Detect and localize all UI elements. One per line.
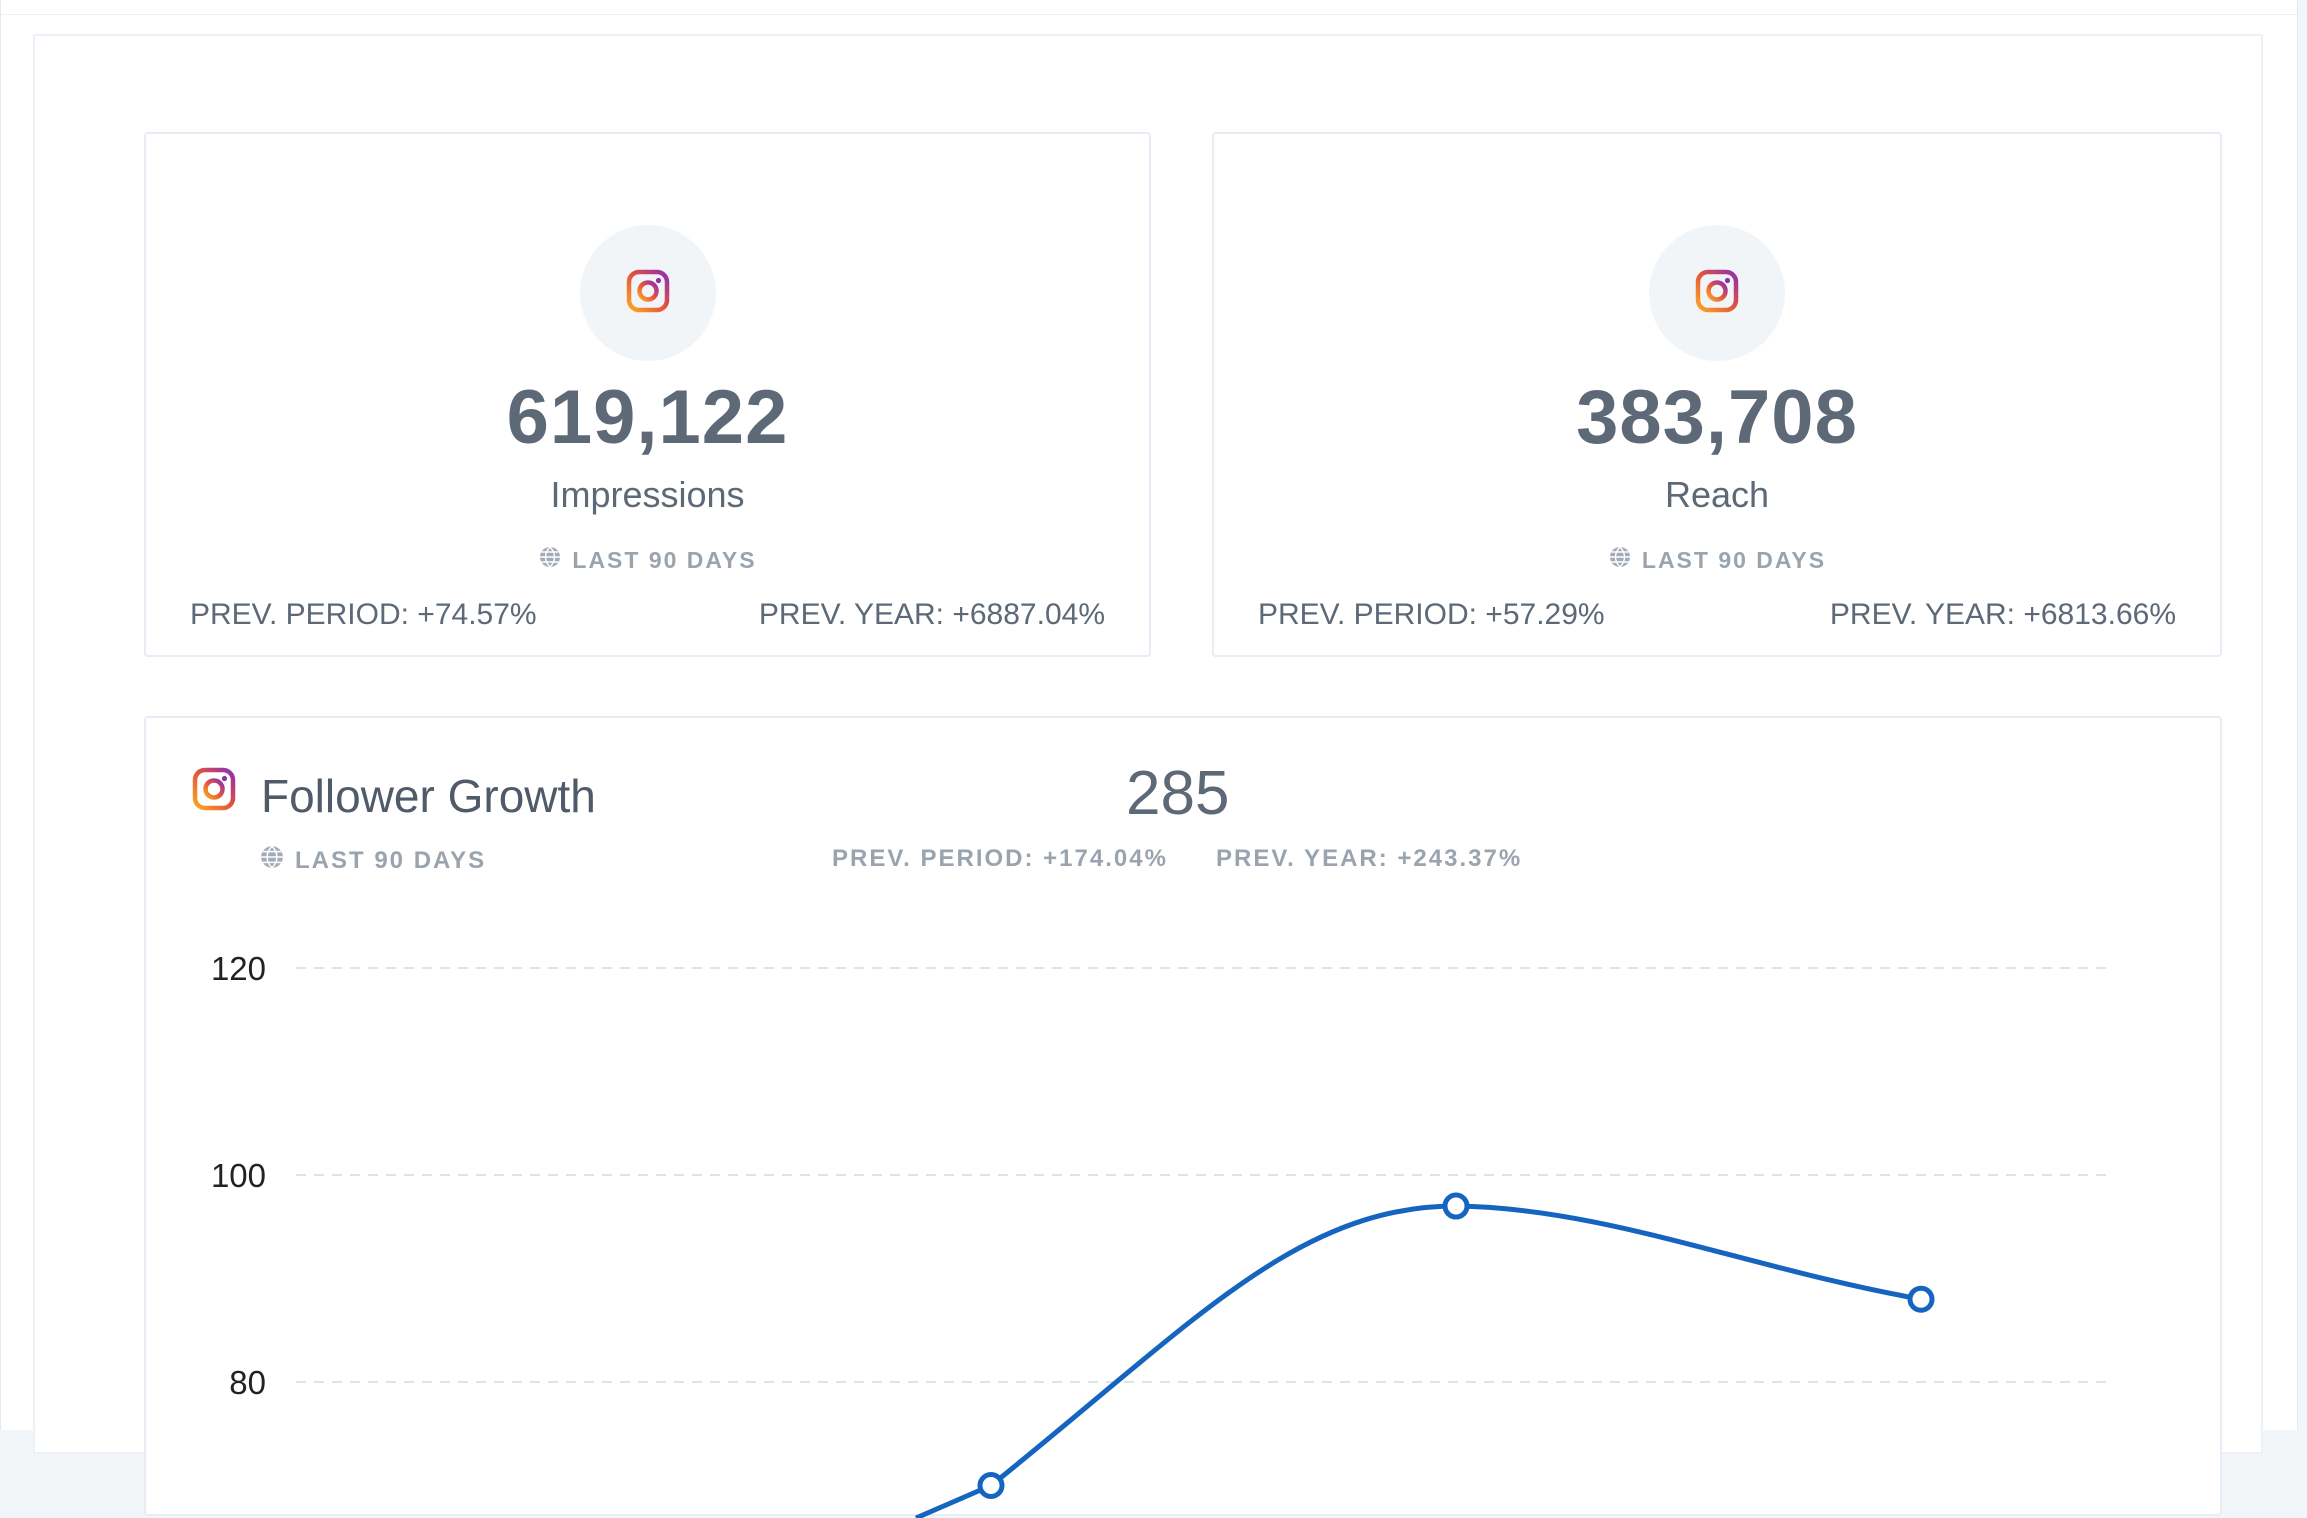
impressions-period: LAST 90 DAYS [146,545,1149,575]
follower-growth-prev-period: PREV. PERIOD: +174.04% [832,845,1168,872]
globe-icon [259,844,285,877]
instagram-icon [1695,269,1739,318]
follower-growth-total: 285 [1126,759,1230,828]
follower-growth-title: Follower Growth [261,770,596,822]
follower-growth-chart: 120 100 80 [211,950,2106,1518]
instagram-icon [192,767,236,816]
data-point[interactable] [1442,1192,1470,1220]
impressions-period-label: LAST 90 DAYS [572,546,757,573]
top-strip [1,0,2297,15]
reach-prev-year: PREV. YEAR: +6813.66% [1829,598,2176,631]
follower-growth-card: Follower Growth LAST 90 DAYS 285 PREV. P… [144,716,2222,1518]
y-tick-label: 100 [211,1157,266,1194]
follower-growth-prev-year: PREV. YEAR: +243.37% [1216,845,1523,872]
impressions-label: Impressions [550,474,745,515]
impressions-value: 619,122 [506,375,789,460]
globe-icon [538,545,562,575]
data-point[interactable] [1907,1285,1935,1313]
series-line [915,1203,1922,1518]
impressions-prev-period: PREV. PERIOD: +74.57% [190,598,537,631]
reach-label: Reach [1664,474,1770,515]
reach-value: 383,708 [1576,375,1858,460]
follower-growth-period-label: LAST 90 DAYS [295,846,487,874]
reach-card: 383,708 Reach LAST 90 DAYS PREV. PERIOD:… [1212,132,2222,657]
follower-growth-period: LAST 90 DAYS [259,844,486,877]
instagram-icon-circle [579,225,716,361]
reach-period: LAST 90 DAYS [1214,545,2220,575]
dashboard-panel: 619,122 Impressions LAST 90 DAYS PREV. P… [33,34,2263,1518]
impressions-prev-year: PREV. YEAR: +6887.04% [758,598,1105,631]
instagram-icon-circle [1649,225,1785,361]
reach-period-label: LAST 90 DAYS [1641,546,1827,573]
instagram-icon [626,269,670,318]
y-tick-label: 120 [211,950,266,987]
reach-prev-period: PREV. PERIOD: +57.29% [1258,598,1605,631]
y-tick-label: 80 [229,1364,266,1401]
globe-icon [1608,545,1632,575]
data-point[interactable] [977,1472,1005,1499]
impressions-card: 619,122 Impressions LAST 90 DAYS PREV. P… [144,132,1151,657]
